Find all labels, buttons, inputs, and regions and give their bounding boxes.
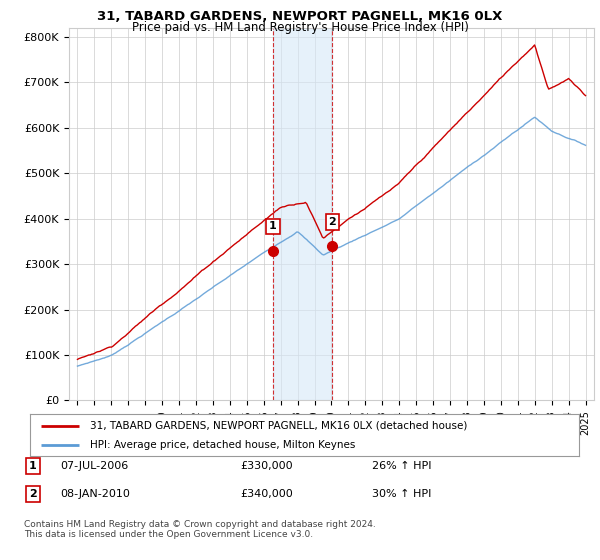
Text: 31, TABARD GARDENS, NEWPORT PAGNELL, MK16 0LX: 31, TABARD GARDENS, NEWPORT PAGNELL, MK1…: [97, 10, 503, 23]
Text: 2: 2: [29, 489, 37, 499]
Text: Contains HM Land Registry data © Crown copyright and database right 2024.
This d: Contains HM Land Registry data © Crown c…: [24, 520, 376, 539]
Bar: [273, 28, 332, 400]
Text: 31, TABARD GARDENS, NEWPORT PAGNELL, MK16 0LX (detached house): 31, TABARD GARDENS, NEWPORT PAGNELL, MK1…: [91, 421, 468, 431]
Text: £330,000: £330,000: [240, 461, 293, 471]
Text: 2: 2: [328, 217, 336, 227]
Text: HPI: Average price, detached house, Milton Keynes: HPI: Average price, detached house, Milt…: [91, 440, 356, 450]
Text: 07-JUL-2006: 07-JUL-2006: [60, 461, 128, 471]
Text: 08-JAN-2010: 08-JAN-2010: [60, 489, 130, 499]
Text: £340,000: £340,000: [240, 489, 293, 499]
Text: Price paid vs. HM Land Registry's House Price Index (HPI): Price paid vs. HM Land Registry's House …: [131, 21, 469, 34]
Text: 1: 1: [269, 221, 277, 231]
Text: 30% ↑ HPI: 30% ↑ HPI: [372, 489, 431, 499]
Text: 1: 1: [29, 461, 37, 471]
Text: 26% ↑ HPI: 26% ↑ HPI: [372, 461, 431, 471]
